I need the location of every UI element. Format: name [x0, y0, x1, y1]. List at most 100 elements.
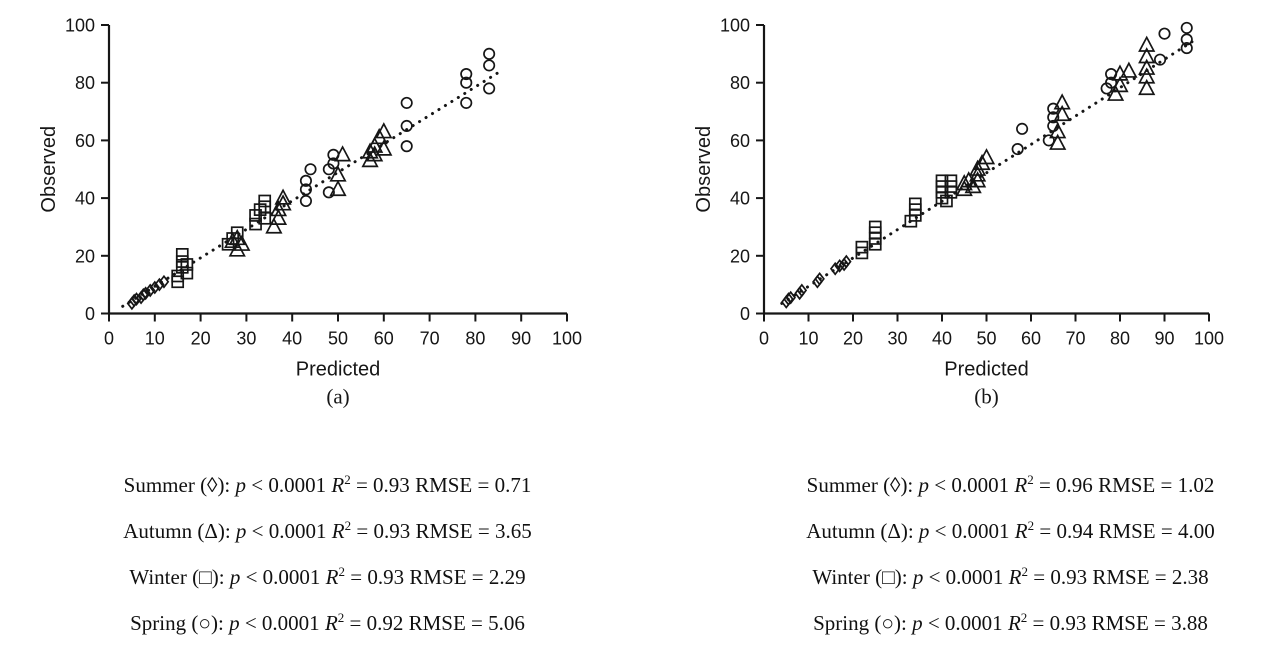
y-tick-label: 0	[85, 304, 95, 324]
marker-autumn	[968, 159, 987, 176]
marker-autumn	[366, 136, 384, 153]
marker-summer	[829, 261, 841, 276]
marker-winter	[180, 266, 194, 280]
r-superscript: 2	[1027, 472, 1034, 487]
p-value: < 0.0001	[246, 519, 332, 543]
rmse-value: RMSE = 4.00	[1098, 519, 1215, 543]
marker-autumn	[1053, 93, 1071, 110]
rmse-value: RMSE = 5.06	[408, 611, 525, 635]
marker-autumn	[361, 150, 379, 168]
marker-winter	[230, 226, 244, 240]
y-tick-label: 100	[65, 16, 95, 36]
x-tick-label: 10	[145, 329, 165, 349]
marker-summer	[144, 283, 156, 298]
y-tick-label: 60	[730, 131, 750, 151]
marker-autumn	[1138, 78, 1156, 96]
marker-spring	[460, 76, 473, 89]
p-value: < 0.0001	[922, 611, 1008, 635]
marker-spring	[327, 148, 340, 161]
r-superscript: 2	[344, 518, 352, 533]
marker-winter	[908, 197, 922, 211]
r2-value: = 0.92	[344, 611, 409, 635]
y-tick-label: 60	[75, 131, 95, 151]
stat-line-autumn: Autumn (Δ): p < 0.0001 R2 = 0.93 RMSE = …	[60, 508, 595, 554]
x-tick-label: 70	[1065, 329, 1085, 349]
marker-spring	[483, 82, 496, 95]
r2-value: = 0.93	[350, 473, 416, 497]
marker-summer	[812, 274, 823, 289]
rmse-value: RMSE = 2.29	[409, 565, 526, 589]
p-value: < 0.0001	[246, 473, 332, 497]
y-tick-label: 80	[75, 73, 95, 93]
marker-winter	[258, 194, 272, 208]
subplot-caption: (b)	[974, 385, 999, 409]
y-tick-label: 80	[730, 73, 750, 93]
marker-spring	[1180, 33, 1193, 46]
x-tick-label: 90	[511, 329, 531, 349]
stat-line-summer: Summer (◊): p < 0.0001 R2 = 0.96 RMSE = …	[745, 462, 1276, 508]
marker-spring	[1047, 119, 1060, 133]
x-tick-label: 20	[191, 329, 211, 349]
season-label: Autumn (Δ):	[123, 519, 236, 543]
marker-spring	[1180, 21, 1193, 34]
marker-autumn	[361, 142, 379, 159]
rmse-value: RMSE = 3.88	[1091, 611, 1208, 635]
marker-summer	[783, 292, 794, 306]
marker-autumn	[1138, 58, 1156, 75]
r-variable: R	[1007, 611, 1021, 635]
y-tick-label: 40	[75, 189, 95, 209]
marker-autumn	[366, 145, 384, 162]
marker-autumn	[274, 194, 292, 211]
r-variable: R	[1014, 473, 1028, 497]
marker-autumn	[329, 165, 347, 182]
marker-spring	[322, 186, 335, 199]
p-value: < 0.0001	[929, 519, 1015, 543]
x-tick-label: 80	[1110, 329, 1130, 349]
marker-summer	[838, 257, 850, 272]
r2-value: = 0.93	[345, 565, 410, 589]
marker-spring	[299, 194, 312, 208]
r-superscript: 2	[344, 472, 351, 487]
marker-spring	[327, 157, 340, 170]
subplot-caption: (a)	[326, 385, 349, 409]
r2-value: = 0.93	[1027, 611, 1092, 635]
marker-spring	[400, 119, 413, 133]
marker-autumn	[964, 176, 982, 194]
marker-summer	[794, 286, 805, 301]
marker-autumn	[968, 165, 987, 182]
x-tick-label: 50	[328, 329, 348, 349]
marker-autumn	[370, 127, 388, 145]
stats-block-b: Summer (◊): p < 0.0001 R2 = 0.96 RMSE = …	[745, 462, 1276, 646]
r-superscript: 2	[1021, 564, 1029, 579]
marker-winter	[944, 174, 958, 188]
season-label: Spring (○):	[813, 611, 913, 635]
marker-autumn	[375, 139, 393, 156]
marker-winter	[253, 203, 267, 216]
x-tick-label: 40	[282, 329, 302, 349]
r2-value: = 0.94	[1034, 519, 1099, 543]
marker-summer	[140, 286, 151, 301]
marker-autumn	[274, 188, 292, 205]
scatter-plot-b: 0 20 40 60 80 100 0 10 20 30 40 50 60 70 80 90 100 Observ…	[693, 16, 1224, 409]
marker-spring	[1016, 122, 1029, 135]
marker-spring	[483, 59, 496, 72]
marker-winter	[175, 248, 189, 261]
season-label: Summer (◊):	[123, 473, 236, 497]
trendline	[780, 37, 1198, 305]
y-tick-label: 0	[740, 304, 750, 324]
p-variable: p	[229, 565, 241, 589]
marker-summer	[796, 283, 808, 298]
x-tick-label: 0	[104, 329, 114, 349]
marker-autumn	[955, 174, 973, 191]
marker-autumn	[269, 200, 288, 217]
x-tick-label: 60	[1021, 329, 1041, 349]
stat-line-spring: Spring (○): p < 0.0001 R2 = 0.92 RMSE = …	[60, 600, 595, 646]
x-tick-label: 30	[887, 329, 907, 349]
marker-autumn	[1138, 67, 1156, 84]
marker-winter	[855, 240, 869, 254]
rmse-value: RMSE = 1.02	[1098, 473, 1215, 497]
season-label: Autumn (Δ):	[806, 519, 919, 543]
marker-summer	[149, 280, 161, 295]
r-superscript: 2	[1020, 610, 1028, 625]
